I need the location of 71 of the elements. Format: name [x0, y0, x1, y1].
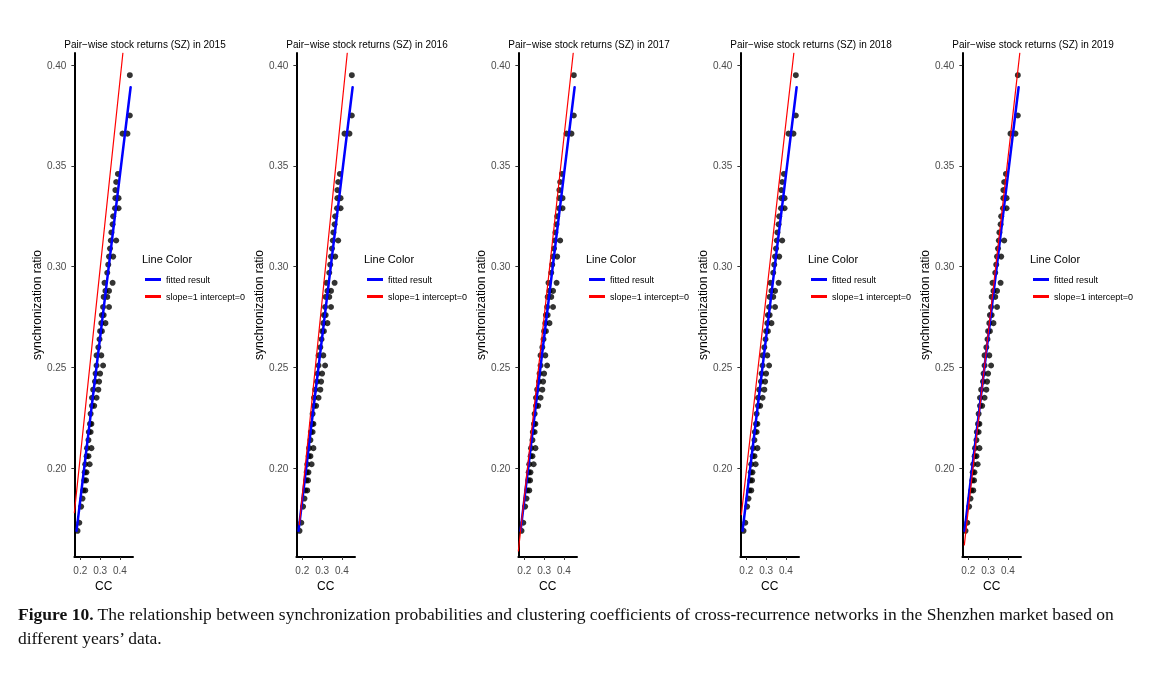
legend-label: fitted result [1054, 274, 1099, 285]
x-axis-title: CC [761, 578, 779, 593]
y-tick-label: 0.25 [934, 362, 955, 373]
y-tick-label: 0.35 [46, 160, 67, 172]
chart-title: Pair−wise stock returns (SZ) in 2017 [508, 38, 671, 50]
legend-title: Line Color [808, 252, 859, 265]
legend-label: slope=1 intercept=0 [166, 291, 246, 302]
legend-title: Line Color [1030, 252, 1081, 265]
legend-label: slope=1 intercept=0 [832, 291, 912, 302]
x-tick-label: 0.3 [981, 564, 996, 576]
x-tick-label: 0.4 [556, 564, 572, 576]
x-tick-label: 0.2 [517, 564, 532, 576]
x-axis-title: CC [95, 578, 113, 593]
legend-label: fitted result [832, 274, 877, 285]
legend-label: slope=1 intercept=0 [388, 291, 468, 302]
y-tick-label: 0.30 [712, 261, 733, 273]
legend-label: fitted result [388, 274, 433, 285]
y-tick-label: 0.20 [46, 462, 67, 474]
legend-title: Line Color [586, 252, 637, 265]
caption: Figure 10. The relationship between synchronization probabilities and clustering coefficients of cross-recurrence networks in the Shenzhen market based on different years’ data. [18, 604, 1114, 648]
y-tick-label: 0.30 [934, 261, 955, 273]
x-axis-title: CC [983, 578, 1001, 593]
chart-title: Pair−wise stock returns (SZ) in 2018 [730, 38, 893, 50]
y-tick-label: 0.40 [46, 59, 67, 71]
x-tick-label: 0.3 [93, 564, 108, 576]
y-tick-label: 0.40 [490, 59, 511, 71]
y-tick-label: 0.35 [934, 160, 955, 172]
y-tick-label: 0.25 [46, 362, 67, 373]
chart-title: Pair−wise stock returns (SZ) in 2015 [64, 38, 227, 50]
y-tick-label: 0.35 [268, 160, 289, 172]
y-tick-label: 0.40 [712, 59, 733, 71]
legend-title: Line Color [142, 252, 193, 265]
y-tick-label: 0.20 [490, 462, 511, 474]
x-tick-label: 0.2 [73, 564, 88, 576]
y-tick-label: 0.20 [934, 462, 955, 474]
legend-label: fitted result [166, 274, 211, 285]
y-tick-label: 0.30 [268, 261, 289, 273]
x-axis-title: CC [317, 578, 335, 593]
x-tick-label: 0.3 [759, 564, 774, 576]
x-tick-label: 0.2 [739, 564, 754, 576]
y-axis-title: synchronization ratio [696, 249, 710, 361]
legend-label: fitted result [610, 274, 655, 285]
x-axis-title: CC [539, 578, 557, 593]
chart-title: Pair−wise stock returns (SZ) in 2016 [286, 38, 449, 50]
x-tick-label: 0.2 [961, 564, 976, 576]
y-tick-label: 0.20 [268, 462, 289, 474]
x-tick-label: 0.4 [1000, 564, 1016, 576]
y-axis-title: synchronization ratio [474, 249, 488, 361]
y-tick-label: 0.30 [46, 261, 67, 273]
y-tick-label: 0.25 [268, 362, 289, 373]
y-tick-label: 0.35 [712, 160, 733, 172]
x-tick-label: 0.2 [295, 564, 310, 576]
y-axis-title: synchronization ratio [252, 249, 266, 361]
y-tick-label: 0.30 [490, 261, 511, 273]
y-tick-label: 0.40 [934, 59, 955, 71]
y-tick-label: 0.35 [490, 160, 511, 172]
legend-title: Line Color [364, 252, 415, 265]
chart-title: Pair−wise stock returns (SZ) in 2019 [952, 38, 1115, 50]
legend-label: slope=1 intercept=0 [1054, 291, 1134, 302]
y-tick-label: 0.20 [712, 462, 733, 474]
y-axis-title: synchronization ratio [30, 249, 44, 361]
legend-label: slope=1 intercept=0 [610, 291, 690, 302]
y-tick-label: 0.40 [268, 59, 289, 71]
x-tick-label: 0.4 [778, 564, 794, 576]
x-tick-label: 0.4 [112, 564, 128, 576]
x-tick-label: 0.4 [334, 564, 350, 576]
y-tick-label: 0.25 [490, 362, 511, 373]
y-axis-title: synchronization ratio [918, 249, 932, 361]
x-tick-label: 0.3 [315, 564, 330, 576]
x-tick-label: 0.3 [537, 564, 552, 576]
y-tick-label: 0.25 [712, 362, 733, 373]
